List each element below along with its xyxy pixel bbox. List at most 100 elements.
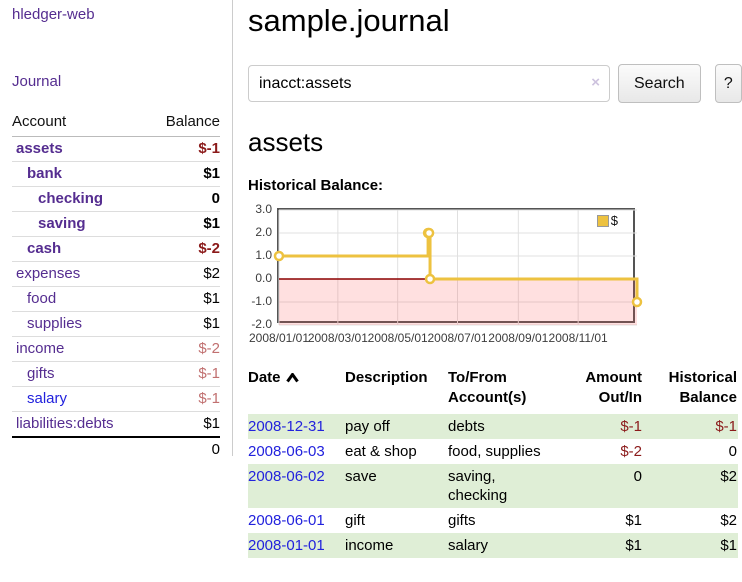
chart-title: Historical Balance: xyxy=(248,177,384,194)
help-button[interactable]: ? xyxy=(714,64,742,103)
transaction-amount: $1 xyxy=(625,537,642,554)
chart-legend: $ xyxy=(596,213,618,228)
account-balance: $1 xyxy=(147,211,220,237)
accounts-total-value: 0 xyxy=(147,436,220,462)
transaction-date-link[interactable]: 2008-06-02 xyxy=(248,468,325,485)
account-balance: $-1 xyxy=(147,386,220,412)
account-row: supplies $1 xyxy=(12,311,220,337)
transaction-accounts: saving, checking xyxy=(448,468,508,504)
account-balance: $2 xyxy=(147,261,220,287)
x-axis-tick-label: 2008/01/01 xyxy=(248,331,310,345)
transaction-row: 2008-01-01 income salary $1 $1 xyxy=(248,533,738,558)
transaction-row: 2008-12-31 pay off debts $-1 $-1 xyxy=(248,414,738,439)
account-link-assets[interactable]: assets xyxy=(16,140,63,157)
x-axis-tick-label: 2008/09/01 xyxy=(488,331,549,345)
y-axis-tick-label: 3.0 xyxy=(255,202,272,216)
y-axis-tick-label: -1.0 xyxy=(251,294,272,308)
sidebar-item-journal[interactable]: Journal xyxy=(12,73,62,90)
sidebar: hledger-web Journal Account Balance asse… xyxy=(0,0,233,462)
column-header-amount[interactable]: Amount Out/In xyxy=(585,369,642,406)
account-balance: 0 xyxy=(147,186,220,212)
transaction-amount: $1 xyxy=(625,512,642,529)
account-link-gifts[interactable]: gifts xyxy=(27,365,55,382)
account-row: liabilities:debts $1 xyxy=(12,411,220,438)
legend-swatch-icon xyxy=(596,214,609,227)
transaction-amount: $-2 xyxy=(620,443,642,460)
transaction-description: save xyxy=(345,468,377,485)
y-axis-tick-label: -2.0 xyxy=(251,317,272,331)
chart-canvas xyxy=(273,209,643,326)
transaction-amount: $-1 xyxy=(620,418,642,435)
x-axis-tick-label: 2008/03/01 xyxy=(307,331,368,345)
y-axis-tick-label: 1.0 xyxy=(255,248,272,262)
register-table: Date Description To/From Account(s) Amount … xyxy=(248,366,738,558)
column-header-date[interactable]: Date xyxy=(248,366,345,414)
account-row: bank $1 xyxy=(12,161,220,187)
transaction-amount: 0 xyxy=(633,468,642,485)
transaction-accounts: gifts xyxy=(448,512,476,529)
account-balance: $1 xyxy=(147,411,220,438)
account-link-cash[interactable]: cash xyxy=(27,240,62,257)
transaction-row: 2008-06-02 save saving, checking 0 $2 xyxy=(248,464,738,508)
accounts-table: Account Balance assets $-1 bank $1 checking 0… xyxy=(12,111,220,462)
page-title: sample.journal xyxy=(248,3,450,38)
register-rows: 2008-12-31 pay off debts $-1 $-1 2008-06-03 ea… xyxy=(248,414,738,558)
account-link-checking[interactable]: checking xyxy=(38,190,104,207)
search-form: × Search ? xyxy=(248,64,742,103)
account-heading: assets xyxy=(248,127,324,157)
column-header-historical[interactable]: Historical Balance xyxy=(668,369,737,406)
account-balance: $-1 xyxy=(147,136,220,162)
transaction-date-link[interactable]: 2008-01-01 xyxy=(248,537,325,554)
transaction-accounts: food, supplies xyxy=(448,443,541,460)
account-balance: $-2 xyxy=(147,336,220,362)
transaction-balance: $1 xyxy=(720,537,737,554)
column-header-to[interactable]: To/From Account(s) xyxy=(448,369,527,406)
transaction-date-link[interactable]: 2008-06-01 xyxy=(248,512,325,529)
historical-balance-chart: $ 3.0 2.0 1.0 0.0 -1.0 -2.0 2008/01/01 2008/03/… xyxy=(248,202,742,354)
chart-plot-area: $ xyxy=(273,208,643,326)
sort-ascending-icon xyxy=(285,371,299,383)
transaction-balance: 0 xyxy=(728,443,737,460)
clear-search-icon[interactable]: × xyxy=(591,74,600,91)
transaction-date-link[interactable]: 2008-12-31 xyxy=(248,418,325,435)
account-row: income $-2 xyxy=(12,336,220,362)
app-brand-link[interactable]: hledger-web xyxy=(12,6,95,23)
account-row: expenses $2 xyxy=(12,261,220,287)
column-header-description[interactable]: Description xyxy=(345,369,428,386)
account-link-food[interactable]: food xyxy=(27,290,57,307)
account-rows: assets $-1 bank $1 checking 0 saving $1 cash $-2 e… xyxy=(12,136,220,438)
transaction-description: income xyxy=(345,537,394,554)
transaction-description: gift xyxy=(345,512,366,529)
x-axis-tick-label: 2008/11/01 xyxy=(548,331,608,345)
transaction-balance: $2 xyxy=(720,468,737,485)
accounts-total-row: 0 xyxy=(12,436,220,462)
account-row: cash $-2 xyxy=(12,236,220,262)
transaction-accounts: debts xyxy=(448,418,485,435)
transaction-description: eat & shop xyxy=(345,443,417,460)
account-balance: $1 xyxy=(147,286,220,312)
account-link-saving[interactable]: saving xyxy=(38,215,86,232)
account-row: saving $1 xyxy=(12,211,220,237)
account-balance: $1 xyxy=(147,161,220,187)
transaction-balance: $2 xyxy=(720,512,737,529)
account-row: salary $-1 xyxy=(12,386,220,412)
y-axis-tick-label: 0.0 xyxy=(255,271,272,285)
y-axis-tick-label: 2.0 xyxy=(255,225,272,239)
transaction-row: 2008-06-03 eat & shop food, supplies $-2 0 xyxy=(248,439,738,464)
account-link-supplies[interactable]: supplies xyxy=(27,315,83,332)
main-content: sample.journal × Search ? assets Histori… xyxy=(248,0,742,558)
transaction-description: pay off xyxy=(345,418,390,435)
search-input[interactable] xyxy=(248,65,610,102)
accounts-header-balance: Balance xyxy=(147,111,220,137)
account-link-salary[interactable]: salary xyxy=(27,390,68,407)
account-link-liabilities-debts[interactable]: liabilities:debts xyxy=(16,415,114,432)
search-button[interactable]: Search xyxy=(618,64,701,103)
transaction-accounts: salary xyxy=(448,537,489,554)
register-header-row: Date Description To/From Account(s) Amount … xyxy=(248,366,738,414)
account-link-expenses[interactable]: expenses xyxy=(16,265,81,282)
account-link-income[interactable]: income xyxy=(16,340,65,357)
account-link-bank[interactable]: bank xyxy=(27,165,63,182)
account-row: checking 0 xyxy=(12,186,220,212)
transaction-date-link[interactable]: 2008-06-03 xyxy=(248,443,325,460)
account-row: gifts $-1 xyxy=(12,361,220,387)
